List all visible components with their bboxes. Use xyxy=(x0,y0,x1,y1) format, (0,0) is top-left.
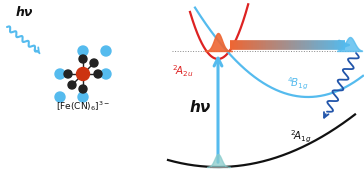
Text: hν: hν xyxy=(15,6,33,19)
Circle shape xyxy=(64,70,72,78)
Circle shape xyxy=(79,55,87,63)
Text: $[\mathrm{Fe(CN)_6}]^{3-}$: $[\mathrm{Fe(CN)_6}]^{3-}$ xyxy=(56,99,110,113)
Circle shape xyxy=(76,67,90,81)
Circle shape xyxy=(78,92,88,102)
Circle shape xyxy=(101,69,111,79)
Text: $^2\!A_{1g}$: $^2\!A_{1g}$ xyxy=(290,129,311,145)
Text: $^4\!B_{1g}$: $^4\!B_{1g}$ xyxy=(287,76,308,92)
Text: $^2\!A_{2u}$: $^2\!A_{2u}$ xyxy=(172,63,193,79)
Circle shape xyxy=(90,59,98,67)
Circle shape xyxy=(55,92,65,102)
Circle shape xyxy=(94,70,102,78)
Circle shape xyxy=(79,85,87,93)
Circle shape xyxy=(55,69,65,79)
Circle shape xyxy=(78,46,88,56)
Circle shape xyxy=(101,46,111,56)
Circle shape xyxy=(68,81,76,89)
Text: hν: hν xyxy=(189,99,211,115)
